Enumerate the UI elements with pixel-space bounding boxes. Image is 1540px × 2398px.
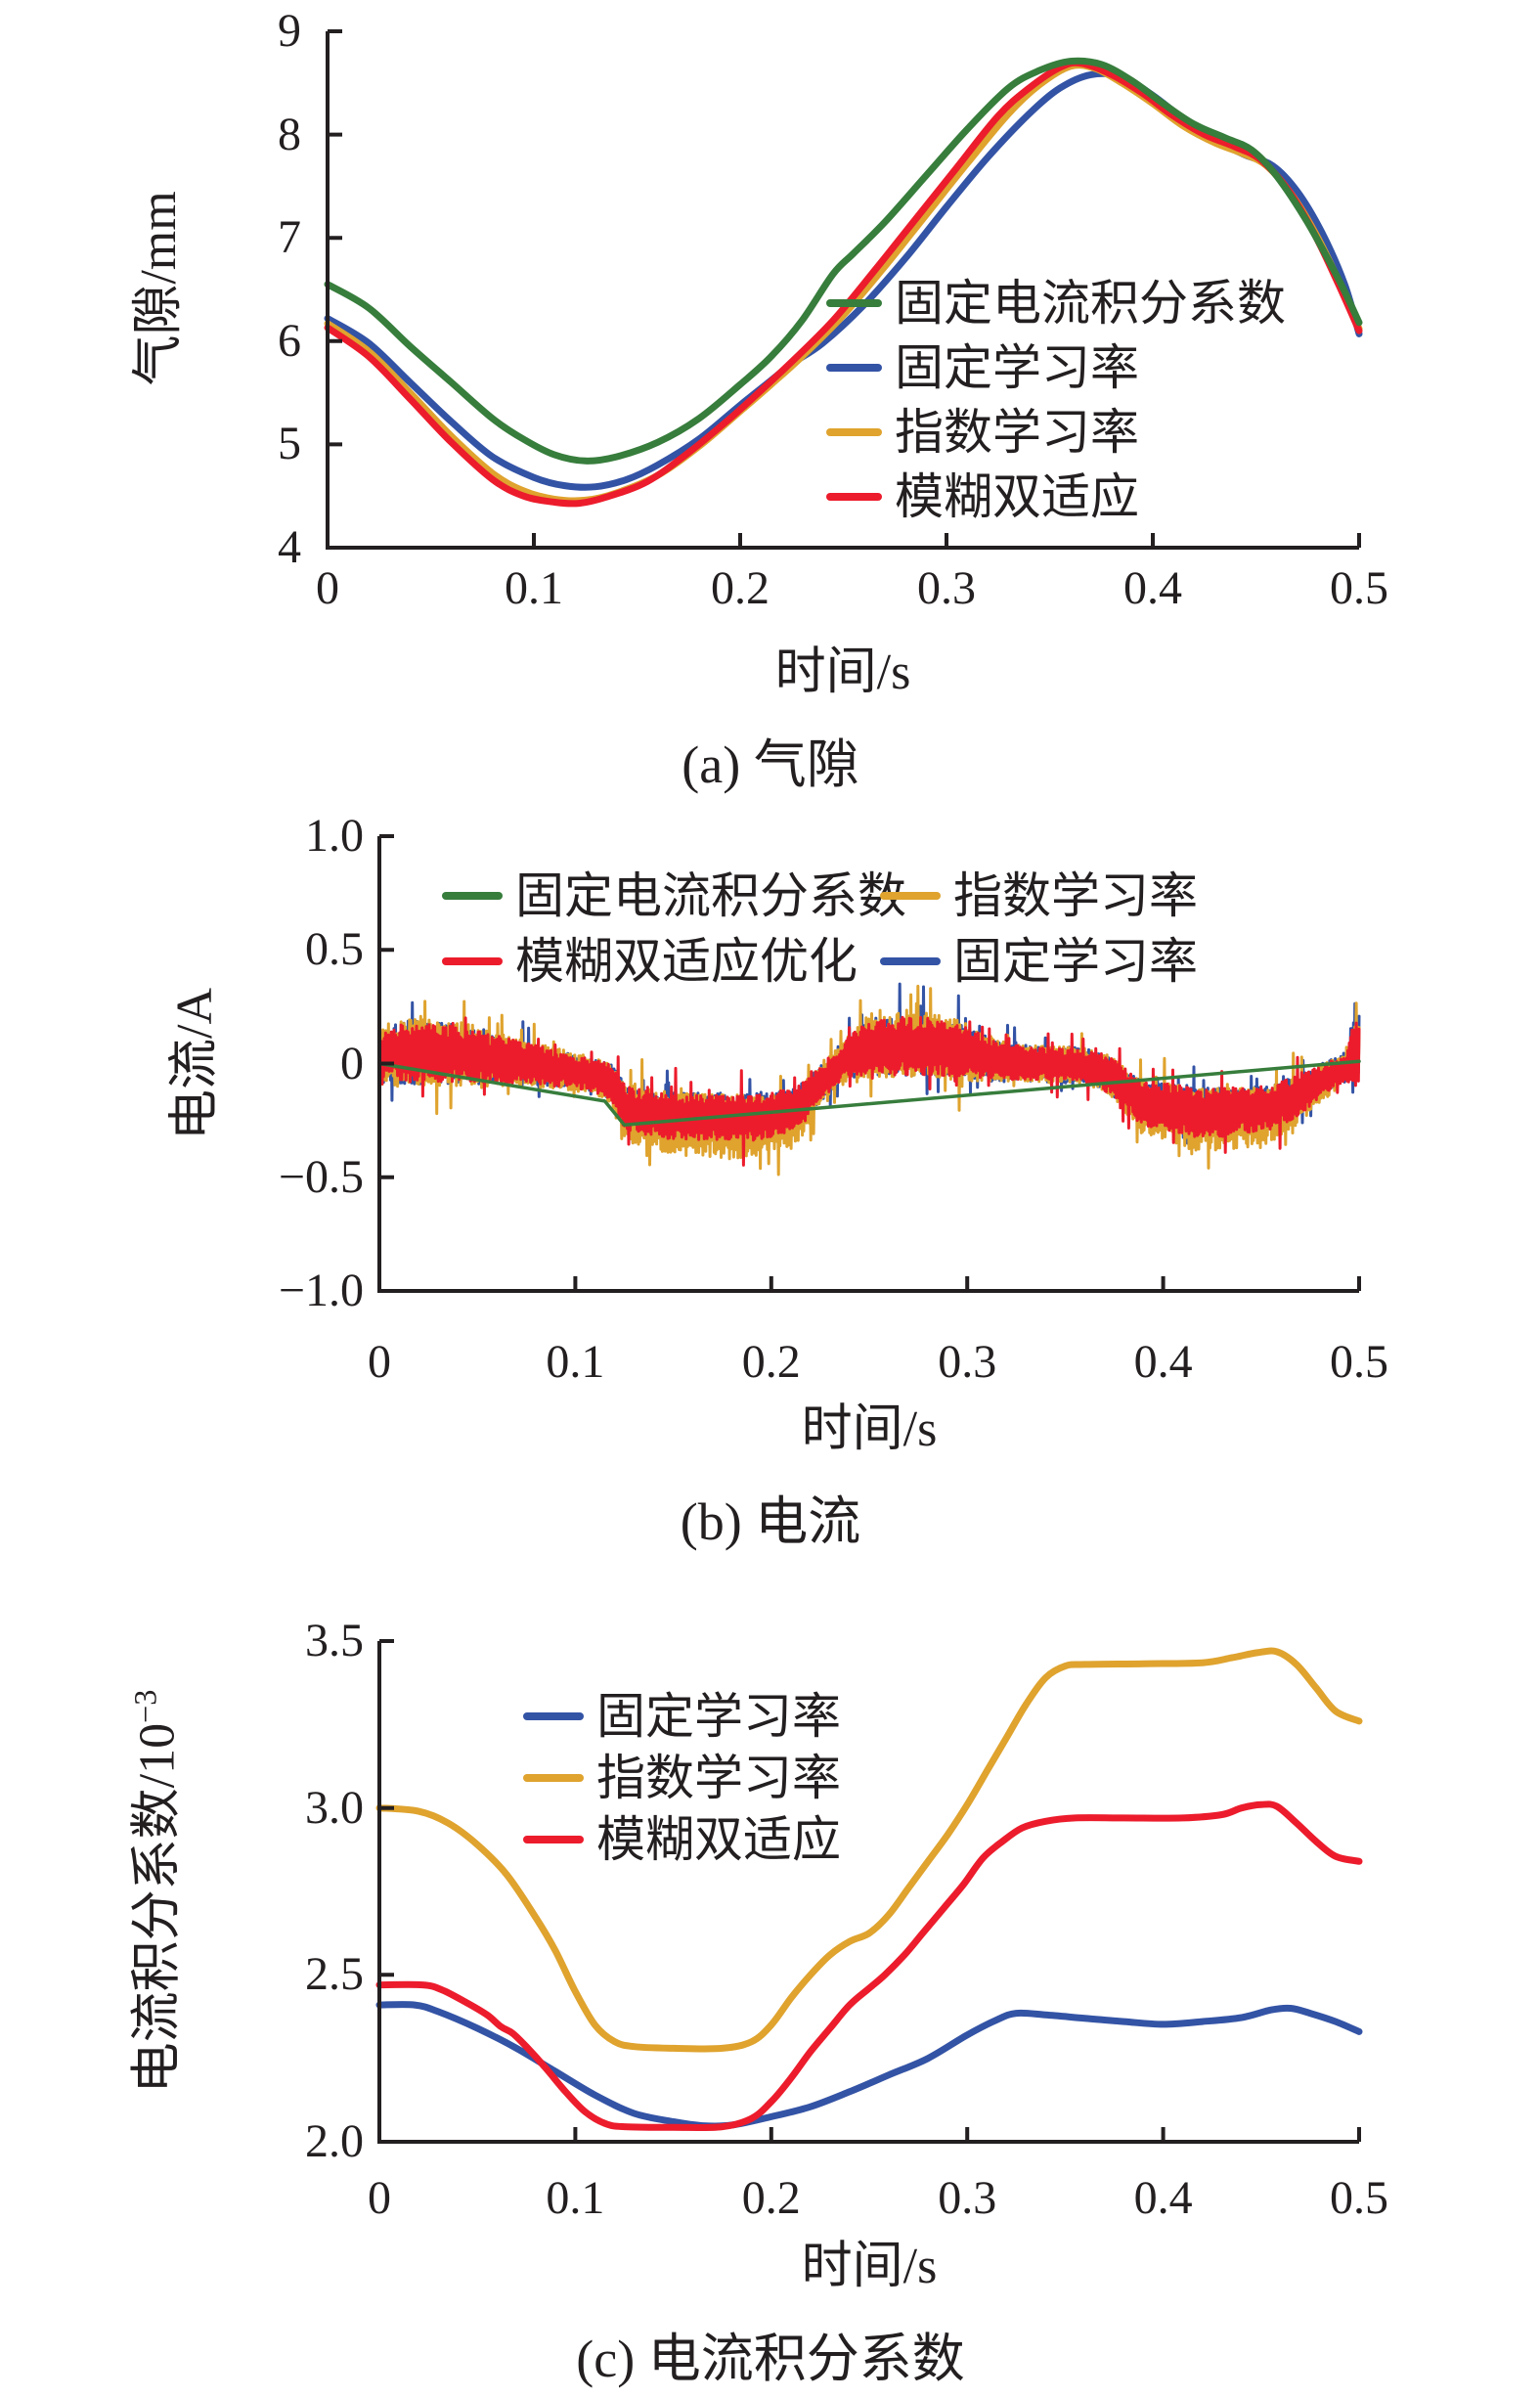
chart-b-x-tick-label: 0 bbox=[368, 1336, 391, 1388]
chart-c-x-tick-label: 0.3 bbox=[938, 2172, 997, 2224]
chart-b-legend-label: 指数学习率 bbox=[953, 868, 1198, 923]
chart-c-y-axis-title-superscript: −3 bbox=[127, 1689, 163, 1723]
chart-c-legend-swatch-2 bbox=[523, 1836, 584, 1843]
chart-c-y-tick-label: 2.5 bbox=[305, 1948, 364, 2001]
chart-a-legend-label: 模糊双适应 bbox=[895, 469, 1139, 524]
chart-a-x-tick-label: 0.4 bbox=[1123, 562, 1182, 614]
chart-b-x-tick-label: 0.1 bbox=[546, 1336, 605, 1388]
chart-a-y-tick-label: 6 bbox=[278, 314, 301, 367]
chart-a-series-fuzzy-dual-adaptive bbox=[324, 59, 1363, 508]
chart-b-x-tick-label: 0.5 bbox=[1330, 1336, 1388, 1388]
chart-b-series-fuzzy-dual-adaptive-optimized bbox=[377, 1015, 1361, 1167]
chart-a-legend-label: 指数学习率 bbox=[895, 405, 1139, 460]
chart-b-x-axis-title: 时间/s bbox=[801, 1401, 938, 1457]
chart-b-legend-label: 固定学习率 bbox=[953, 934, 1198, 989]
chart-b-y-tick-label: −1.0 bbox=[278, 1265, 364, 1316]
chart-c-tick-marks bbox=[377, 1639, 1361, 2144]
chart-b-legend-swatch-0 bbox=[442, 892, 503, 900]
chart-c bbox=[375, 1639, 1363, 2144]
chart-c-legend-swatch-1 bbox=[523, 1774, 584, 1782]
chart-a-x-axis-title: 时间/s bbox=[774, 644, 911, 700]
chart-a-legend-label: 固定学习率 bbox=[895, 340, 1139, 395]
chart-a-x-tick-label: 0.5 bbox=[1330, 562, 1388, 614]
chart-b-y-tick-label: 0 bbox=[340, 1037, 364, 1089]
chart-a-caption: (a) 气隙 bbox=[682, 735, 859, 794]
chart-b bbox=[377, 834, 1361, 1293]
chart-a-x-tick-label: 0.2 bbox=[711, 562, 770, 614]
chart-b-x-tick-label: 0.3 bbox=[938, 1336, 997, 1388]
chart-a-legend-swatch-1 bbox=[826, 364, 882, 372]
chart-c-y-tick-label: 2.0 bbox=[305, 2115, 364, 2167]
chart-c-y-tick-label: 3.5 bbox=[305, 1615, 364, 1666]
chart-c-series-exponential-learning-rate bbox=[375, 1647, 1363, 2053]
chart-c-x-tick-label: 0.2 bbox=[741, 2172, 801, 2224]
chart-a-y-tick-label: 7 bbox=[278, 211, 301, 264]
chart-b-x-tick-label: 0.2 bbox=[741, 1336, 801, 1388]
chart-a-y-tick-label: 8 bbox=[278, 108, 301, 160]
chart-b-y-tick-label: −0.5 bbox=[278, 1150, 364, 1203]
chart-c-x-tick-label: 0.4 bbox=[1133, 2172, 1193, 2224]
chart-b-y-tick-label: 0.5 bbox=[305, 923, 364, 976]
chart-a-tick-marks bbox=[326, 29, 1361, 550]
chart-a-series-fixed-integral-coeff bbox=[324, 57, 1363, 465]
chart-a-legend-swatch-2 bbox=[826, 428, 882, 436]
chart-c-caption: (c) 电流积分系数 bbox=[576, 2330, 965, 2388]
chart-c-legend-label: 指数学习率 bbox=[596, 1751, 841, 1805]
chart-a-y-tick-label: 5 bbox=[278, 418, 301, 470]
chart-b-legend-swatch-2 bbox=[442, 957, 503, 965]
chart-a-legend-label: 固定电流积分系数 bbox=[895, 276, 1286, 331]
chart-b-legend-label: 模糊双适应优化 bbox=[515, 934, 858, 989]
chart-b-caption: (b) 电流 bbox=[680, 1492, 861, 1551]
chart-a-y-tick-label: 4 bbox=[278, 521, 301, 573]
chart-b-y-tick-label: 1.0 bbox=[305, 810, 364, 862]
chart-a-legend-swatch-0 bbox=[826, 299, 882, 307]
chart-a-x-tick-label: 0.1 bbox=[505, 562, 563, 614]
chart-c-y-axis-title: 电流积分系数/10−3 bbox=[127, 1689, 186, 2094]
chart-c-y-tick-label: 3.0 bbox=[305, 1781, 364, 1834]
chart-c-x-axis-title: 时间/s bbox=[801, 2239, 938, 2294]
chart-c-series-fuzzy-dual-adaptive bbox=[375, 1800, 1363, 2132]
chart-c-legend-swatch-0 bbox=[523, 1712, 584, 1720]
chart-a-x-tick-label: 0.3 bbox=[917, 562, 976, 614]
chart-a bbox=[324, 29, 1363, 550]
chart-b-legend-label: 固定电流积分系数 bbox=[515, 868, 906, 923]
chart-b-legend-swatch-1 bbox=[880, 892, 941, 900]
chart-c-legend-label: 固定学习率 bbox=[596, 1689, 841, 1744]
chart-a-legend-swatch-3 bbox=[826, 493, 882, 501]
chart-c-series-fixed-learning-rate bbox=[375, 2001, 1363, 2130]
chart-c-x-tick-label: 0.5 bbox=[1330, 2172, 1388, 2224]
chart-c-x-tick-label: 0 bbox=[368, 2172, 391, 2224]
chart-b-y-axis-title: 电流/A bbox=[167, 987, 223, 1141]
chart-a-x-tick-label: 0 bbox=[316, 562, 339, 614]
chart-b-legend-swatch-3 bbox=[880, 957, 941, 965]
chart-c-legend-label: 模糊双适应 bbox=[596, 1812, 841, 1867]
chart-a-y-tick-label: 9 bbox=[278, 5, 301, 57]
chart-b-x-tick-label: 0.4 bbox=[1133, 1336, 1193, 1388]
chart-b-series-fixed-integral-coeff bbox=[377, 1059, 1361, 1128]
chart-b-tick-marks bbox=[377, 834, 1361, 1293]
chart-c-x-tick-label: 0.1 bbox=[546, 2172, 605, 2224]
chart-c-y-axis-title-text: 电流积分系数/10 bbox=[129, 1722, 186, 2094]
chart-a-y-axis-title: 气隙/mm bbox=[131, 191, 187, 386]
